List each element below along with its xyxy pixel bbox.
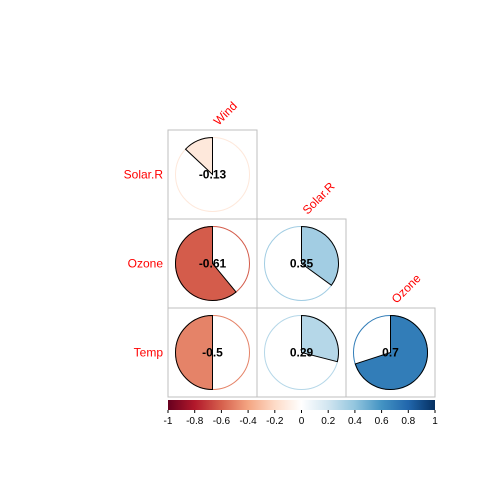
pie-slice xyxy=(301,225,339,286)
correlation-value-label: 0.29 xyxy=(290,346,314,360)
row-label: Temp xyxy=(134,346,164,360)
row-label: Ozone xyxy=(128,257,164,271)
column-label: Wind xyxy=(211,99,240,128)
grid-cell-border xyxy=(345,307,436,398)
pie-slice xyxy=(354,314,428,390)
correlation-value-label: -0.61 xyxy=(199,257,227,271)
pie-slice xyxy=(175,225,237,301)
colorbar xyxy=(168,400,435,410)
colorbar-tick-label: 0 xyxy=(299,416,305,427)
colorbar-tick-label: 0.2 xyxy=(321,416,335,427)
colorbar-tick-label: -0.4 xyxy=(239,416,257,427)
correlation-value-label: -0.13 xyxy=(199,168,227,182)
pie-slice xyxy=(184,136,213,176)
row-label: Solar.R xyxy=(124,168,164,182)
correlation-value-label: 0.7 xyxy=(382,346,399,360)
colorbar-tick-label: -0.6 xyxy=(213,416,231,427)
colorbar-tick-label: -0.8 xyxy=(186,416,204,427)
colorbar-tick-label: 0.8 xyxy=(401,416,415,427)
pie-slice xyxy=(301,314,339,363)
colorbar-tick-label: 1 xyxy=(432,416,438,427)
column-label: Solar.R xyxy=(300,179,338,217)
column-label: Ozone xyxy=(389,271,424,306)
colorbar-tick-label: -0.2 xyxy=(266,416,284,427)
pie-slice xyxy=(175,314,213,391)
colorbar-tick-label: 0.4 xyxy=(348,416,362,427)
correlation-value-label: 0.35 xyxy=(290,257,314,271)
colorbar-tick-label: 0.6 xyxy=(375,416,389,427)
correlation-value-label: -0.5 xyxy=(202,346,223,360)
colorbar-tick-label: -1 xyxy=(164,416,173,427)
